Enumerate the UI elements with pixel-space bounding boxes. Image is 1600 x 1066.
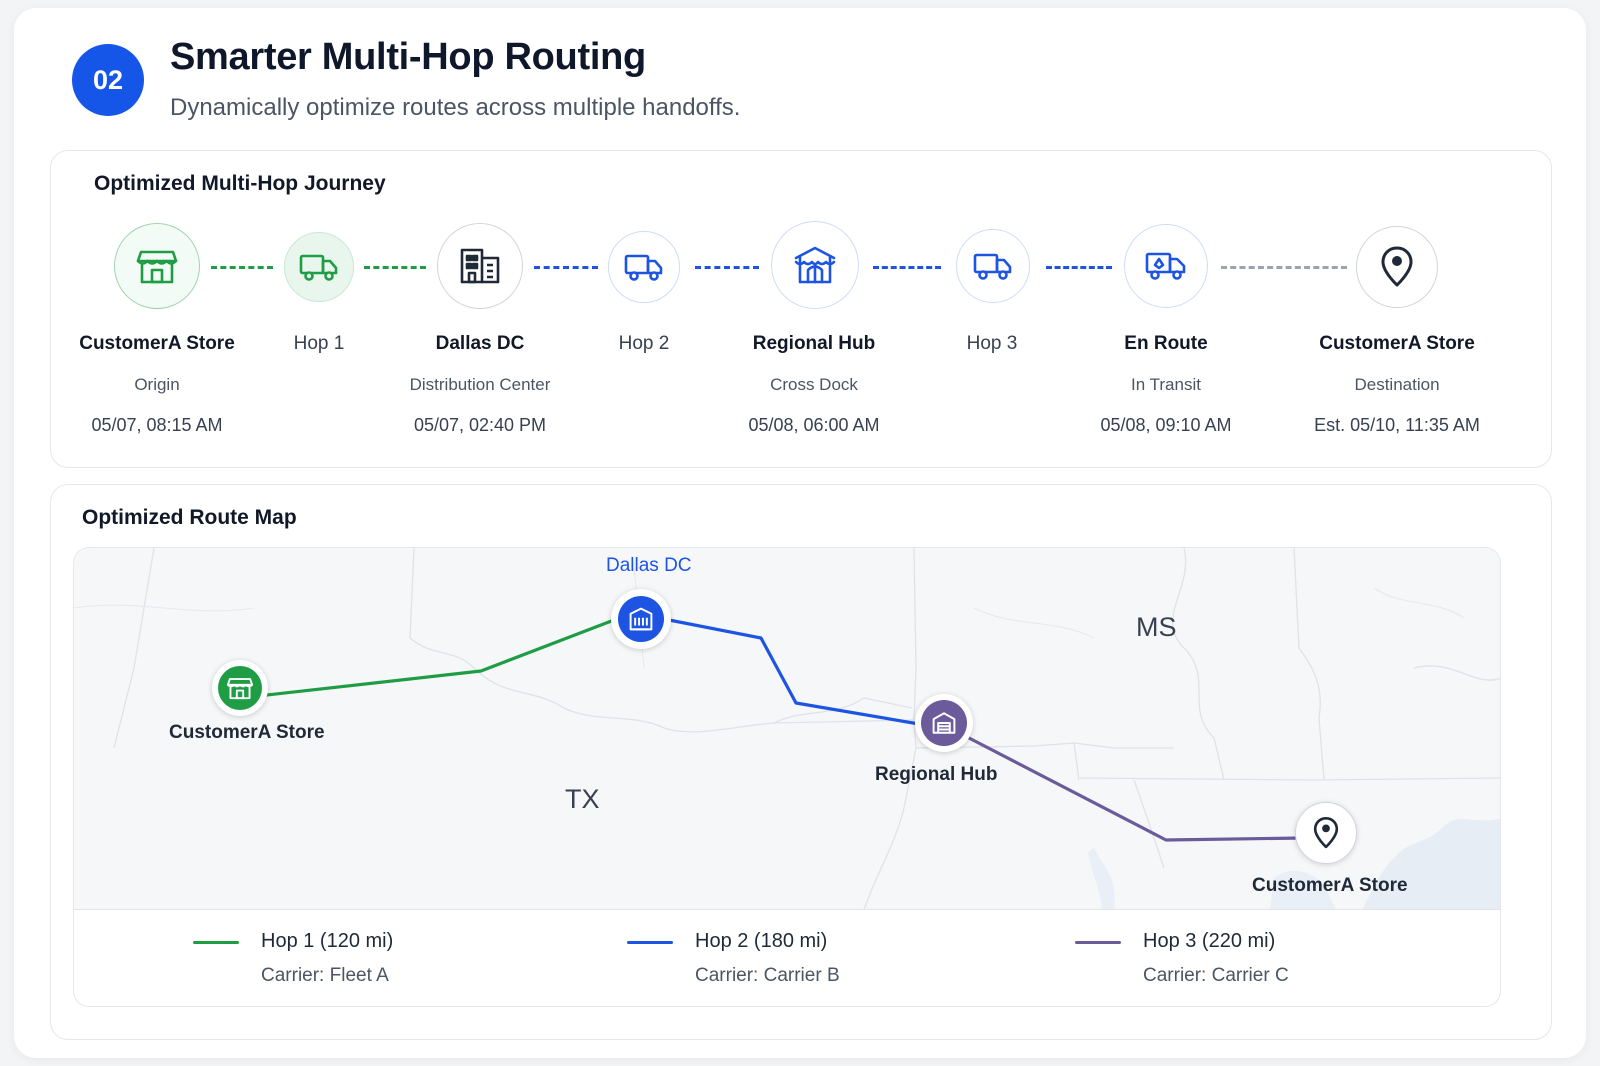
page-subtitle: Dynamically optimize routes across multi… <box>170 94 741 121</box>
truck-icon <box>1145 249 1187 283</box>
hop-2-route <box>667 618 921 726</box>
legend-hop-2-carrier: Carrier: Carrier B <box>695 965 840 986</box>
route-map[interactable]: MS TX CustomerA Store Dallas DC <box>73 547 1501 909</box>
origin-store-node[interactable] <box>114 223 200 309</box>
connector-6 <box>1046 266 1112 269</box>
regional-hub-marker[interactable] <box>915 694 973 752</box>
map-pin-icon <box>1312 816 1340 850</box>
dallas-dc-label: Dallas DC Distribution Center 05/07, 02:… <box>409 333 551 435</box>
en-route-node[interactable] <box>1124 224 1208 308</box>
store-icon <box>226 674 254 702</box>
destination-node[interactable] <box>1356 226 1438 308</box>
connector-1 <box>211 266 273 269</box>
hop-2-label: Hop 2 <box>618 333 670 354</box>
legend-hop-2-label: Hop 2 (180 mi) <box>695 930 828 952</box>
dallas-dc-node[interactable] <box>437 223 523 309</box>
connector-7 <box>1221 266 1347 269</box>
store-icon <box>135 244 179 288</box>
gulf-water <box>1362 818 1500 909</box>
origin-marker[interactable] <box>212 660 268 716</box>
connector-4 <box>695 266 759 269</box>
inlet-water <box>1088 848 1115 909</box>
route-map-panel: Optimized Route Map <box>50 484 1552 1040</box>
dallas-map-label: Dallas DC <box>606 555 692 576</box>
origin-map-label: CustomerA Store <box>169 722 325 743</box>
legend-hop-3-label: Hop 3 (220 mi) <box>1143 930 1276 952</box>
truck-icon <box>299 251 339 283</box>
legend-line-hop-2 <box>627 941 673 944</box>
regional-hub-label: Regional Hub Cross Dock 05/08, 06:00 AM <box>748 333 880 435</box>
en-route-label: En Route In Transit 05/08, 09:10 AM <box>1100 333 1232 435</box>
map-pin-icon <box>1379 245 1415 289</box>
map-canvas <box>74 548 1500 909</box>
step-number-badge: 02 <box>72 44 144 116</box>
truck-icon <box>973 250 1013 282</box>
legend-hop-1-label: Hop 1 (120 mi) <box>261 930 394 952</box>
connector-5 <box>873 266 941 269</box>
legend-hop-3-carrier: Carrier: Carrier C <box>1143 965 1289 986</box>
journey-panel: Optimized Multi-Hop Journey <box>50 150 1552 468</box>
hop-1-route <box>238 618 616 700</box>
route-map-title: Optimized Route Map <box>82 506 297 529</box>
building-icon <box>459 246 501 286</box>
legend-hop-1-carrier: Carrier: Fleet A <box>261 965 389 986</box>
legend-line-hop-1 <box>193 941 239 944</box>
destination-map-label: CustomerA Store <box>1252 875 1408 896</box>
regional-hub-node[interactable] <box>771 221 859 309</box>
destination-marker[interactable] <box>1295 802 1357 864</box>
county-lines <box>74 567 1465 669</box>
connector-2 <box>364 266 426 269</box>
bay-water <box>1270 870 1336 909</box>
page-title: Smarter Multi-Hop Routing <box>170 36 646 78</box>
warehouse-icon <box>792 244 838 286</box>
state-label-ms: MS <box>1136 612 1177 642</box>
legend-line-hop-3 <box>1075 941 1121 944</box>
hop-3-node[interactable] <box>956 229 1030 303</box>
connector-3 <box>534 266 598 269</box>
warehouse-icon <box>931 710 957 736</box>
route-legend: Hop 1 (120 mi) Carrier: Fleet A Hop 2 (1… <box>73 909 1501 1007</box>
journey-title: Optimized Multi-Hop Journey <box>94 172 386 195</box>
hop-1-node[interactable] <box>284 232 354 302</box>
hop-3-label: Hop 3 <box>966 333 1018 354</box>
hop-2-node[interactable] <box>608 231 680 303</box>
destination-label: CustomerA Store Destination Est. 05/10, … <box>1314 333 1480 435</box>
hop-1-label: Hop 1 <box>293 333 345 354</box>
truck-icon <box>624 251 664 283</box>
hop-3-route <box>967 736 1304 842</box>
building-icon <box>628 606 654 632</box>
origin-store-label: CustomerA Store Origin 05/07, 08:15 AM <box>79 333 235 435</box>
state-label-tx: TX <box>565 784 600 814</box>
regional-hub-map-label: Regional Hub <box>875 764 998 785</box>
state-borders <box>113 548 1500 909</box>
dallas-dc-marker[interactable] <box>611 589 671 649</box>
